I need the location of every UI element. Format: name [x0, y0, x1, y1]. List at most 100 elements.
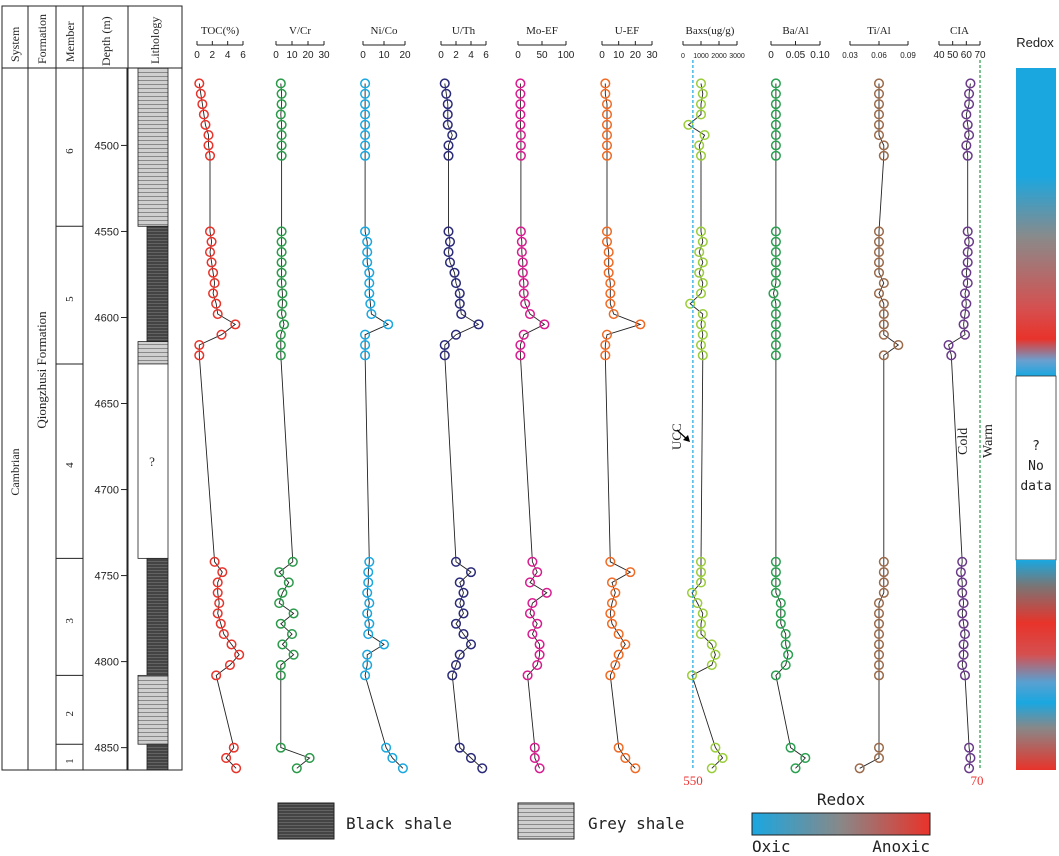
- data-point: [873, 267, 885, 278]
- member-label: 5: [64, 296, 76, 302]
- data-point: [959, 308, 971, 320]
- data-point: [878, 350, 889, 361]
- series-line: [198, 83, 240, 769]
- redox-column: Redox ? No data: [1015, 35, 1057, 770]
- data-point: [962, 278, 973, 289]
- data-point: [770, 130, 781, 141]
- data-point: [958, 649, 969, 660]
- panel-BaAl: Ba/Al 0 0.05 0.10: [768, 25, 830, 774]
- data-point: [770, 350, 781, 361]
- data-point: [515, 119, 526, 130]
- data-point: [454, 598, 465, 609]
- data-point: [275, 339, 286, 351]
- data-point: [959, 670, 971, 681]
- member-label: 3: [64, 618, 76, 624]
- ucc-arrowhead: [683, 435, 690, 442]
- data-point: [613, 742, 624, 753]
- data-point: [449, 267, 460, 278]
- data-point: [958, 319, 969, 330]
- data-point: [364, 556, 375, 567]
- data-point: [770, 78, 781, 89]
- panel-title: U/Th: [452, 25, 476, 37]
- data-point: [362, 257, 373, 268]
- data-point: [275, 618, 286, 629]
- legend: Black shale Grey shale Redox Oxic Anoxic: [277, 790, 931, 856]
- panel-tick-label: 10: [378, 50, 390, 61]
- data-point: [364, 288, 375, 299]
- data-point: [605, 288, 616, 299]
- data-point: [276, 267, 287, 278]
- data-point: [873, 109, 885, 120]
- data-point: [697, 608, 708, 619]
- data-point: [208, 288, 219, 299]
- data-point: [360, 140, 371, 151]
- data-point: [699, 130, 710, 141]
- data-point: [276, 99, 287, 110]
- data-point: [873, 742, 885, 753]
- data-point: [274, 567, 285, 578]
- data-point: [362, 247, 373, 258]
- data-point: [946, 350, 957, 361]
- data-point: [775, 608, 786, 619]
- data-point: [291, 763, 302, 774]
- data-point: [961, 140, 972, 151]
- data-point: [694, 267, 705, 278]
- panel-title: Ti/Al: [867, 25, 890, 37]
- data-point: [964, 236, 975, 247]
- data-point: [962, 247, 973, 258]
- data-point: [686, 587, 698, 598]
- data-point: [878, 278, 889, 289]
- data-point: [275, 350, 286, 361]
- data-point: [695, 629, 707, 640]
- data-point: [276, 88, 287, 99]
- data-point: [601, 99, 613, 110]
- data-point: [203, 140, 214, 151]
- data-point: [961, 267, 972, 278]
- legend-black-swatch: [277, 802, 335, 840]
- data-point: [439, 78, 450, 89]
- data-point: [770, 119, 781, 130]
- data-point: [364, 618, 375, 629]
- data-point: [770, 267, 781, 278]
- data-point: [443, 226, 454, 237]
- data-point: [442, 99, 453, 110]
- panel-TOC: TOC(%) 0 2 4 6: [194, 25, 246, 774]
- data-point: [770, 109, 781, 120]
- data-point: [695, 577, 707, 588]
- panel-tick-label: 0.06: [871, 51, 887, 60]
- data-point: [516, 236, 527, 247]
- data-point: [226, 639, 237, 650]
- data-point: [770, 140, 781, 151]
- redox-bar-upper: [1016, 68, 1056, 376]
- member-label: 1: [64, 758, 76, 764]
- data-point: [366, 308, 377, 320]
- data-point: [450, 659, 462, 671]
- data-point: [216, 329, 227, 340]
- panel-tick-label: 70: [974, 50, 986, 61]
- data-point: [194, 339, 205, 351]
- data-point: [770, 247, 781, 258]
- panel-tick-label: 50: [947, 50, 959, 61]
- panel-title: Ba/Al: [782, 25, 808, 37]
- data-point: [541, 587, 552, 598]
- panel-tick-label: 4: [468, 50, 474, 61]
- data-point: [524, 308, 536, 320]
- panel-tick-label: 6: [483, 50, 489, 61]
- legend-redox-gradient: [751, 812, 931, 836]
- data-point: [695, 78, 707, 89]
- data-point: [605, 670, 616, 681]
- data-point: [962, 226, 973, 237]
- data-point: [212, 577, 223, 588]
- data-point: [364, 267, 375, 278]
- panel-UEF: U-EF 0 10 20 30: [599, 25, 658, 774]
- data-point: [694, 247, 705, 258]
- data-point: [873, 649, 885, 660]
- data-point: [961, 298, 972, 309]
- data-point: [957, 577, 968, 588]
- redox-header: Redox: [1016, 35, 1054, 50]
- data-point: [873, 78, 885, 89]
- data-point: [613, 649, 624, 660]
- no-data-data: data: [1020, 479, 1051, 494]
- data-point: [605, 298, 616, 309]
- data-point: [878, 140, 889, 151]
